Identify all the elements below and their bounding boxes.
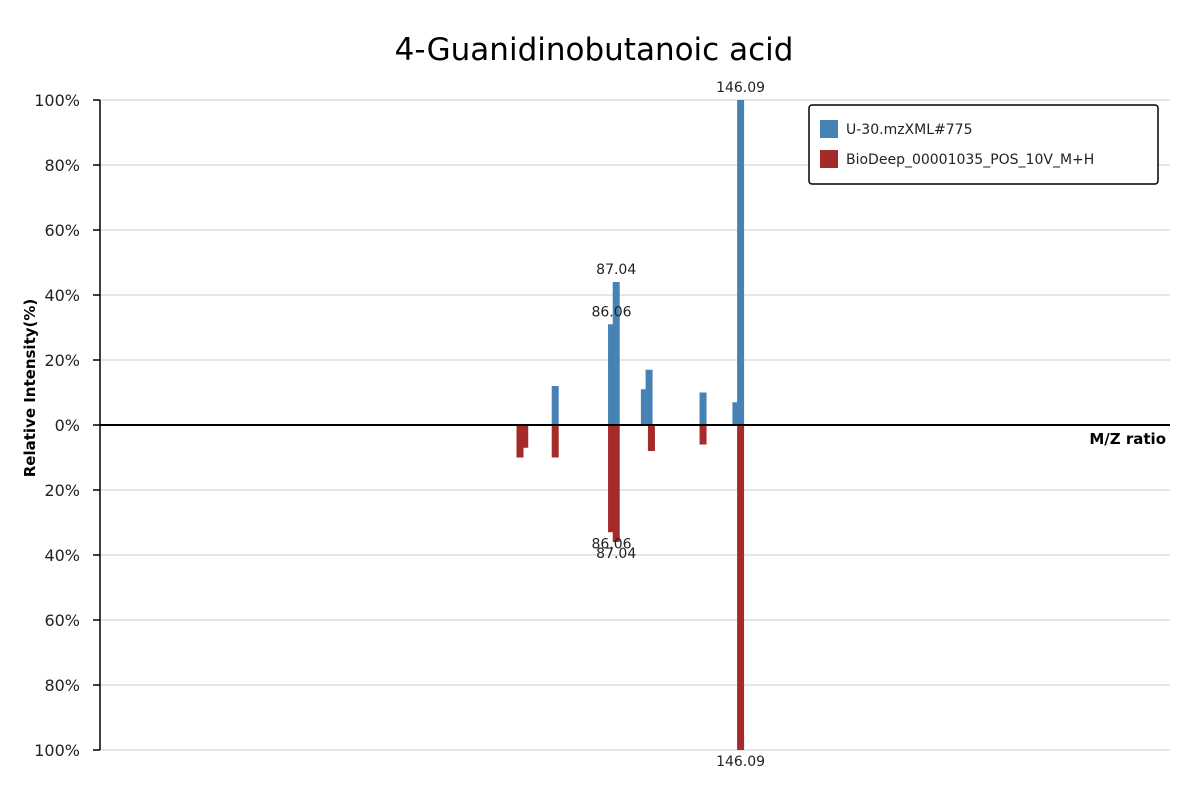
- y-tick-label: 60%: [44, 221, 80, 240]
- query-peak-bar: [551, 386, 559, 425]
- peak-label: 146.09: [716, 80, 765, 96]
- y-tick-label: 60%: [44, 611, 80, 630]
- y-tick-label: 40%: [44, 546, 80, 565]
- reference-peak-bar: [699, 425, 707, 445]
- query-peak-bar: [737, 100, 745, 425]
- legend: U-30.mzXML#775 BioDeep_00001035_POS_10V_…: [808, 104, 1159, 185]
- y-axis-ticks: 100% 80% 60% 40% 20% 0% 20% 40% 60% 80% 100%: [34, 91, 100, 760]
- y-tick-label: 20%: [44, 351, 80, 370]
- peak-label: 87.04: [596, 546, 636, 562]
- grid-lines: [100, 99, 1170, 751]
- peak-label: 87.04: [596, 262, 636, 278]
- reference-peak-bar: [737, 425, 745, 750]
- reference-peak-bar: [612, 425, 620, 542]
- y-axis-title: Relative Intensity(%): [21, 299, 39, 478]
- y-tick-label: 100%: [34, 741, 80, 760]
- reference-peak-bar: [516, 425, 524, 458]
- query-peak-bar: [699, 392, 707, 425]
- y-tick-label: 80%: [44, 676, 80, 695]
- peak-label: 86.06: [591, 304, 631, 320]
- reference-peak-bar: [647, 425, 655, 451]
- query-peak-bar: [732, 402, 740, 425]
- query-peak-bar: [645, 369, 653, 425]
- legend-swatch-reference: [820, 150, 838, 168]
- y-tick-label: 100%: [34, 91, 80, 110]
- peak-label: 86.06: [591, 536, 631, 552]
- query-peak-bar: [612, 282, 620, 425]
- legend-label-reference: BioDeep_00001035_POS_10V_M+H: [846, 152, 1094, 168]
- query-peak-bar: [608, 324, 616, 425]
- y-tick-label: 0%: [55, 416, 80, 435]
- y-tick-label: 40%: [44, 286, 80, 305]
- legend-box: [808, 104, 1159, 185]
- spectrum-bars: [516, 100, 745, 750]
- y-tick-label: 20%: [44, 481, 80, 500]
- reference-peak-bar: [608, 425, 616, 533]
- chart-title: 4-Guanidinobutanoic acid: [395, 32, 794, 68]
- reference-peak-bar: [521, 425, 529, 448]
- legend-swatch-query: [820, 120, 838, 138]
- x-axis-title: M/Z ratio: [1089, 430, 1166, 448]
- query-peak-bar: [640, 389, 648, 425]
- legend-label-query: U-30.mzXML#775: [846, 122, 972, 138]
- peak-label: 146.09: [716, 754, 765, 770]
- y-tick-label: 80%: [44, 156, 80, 175]
- reference-peak-bar: [551, 425, 559, 458]
